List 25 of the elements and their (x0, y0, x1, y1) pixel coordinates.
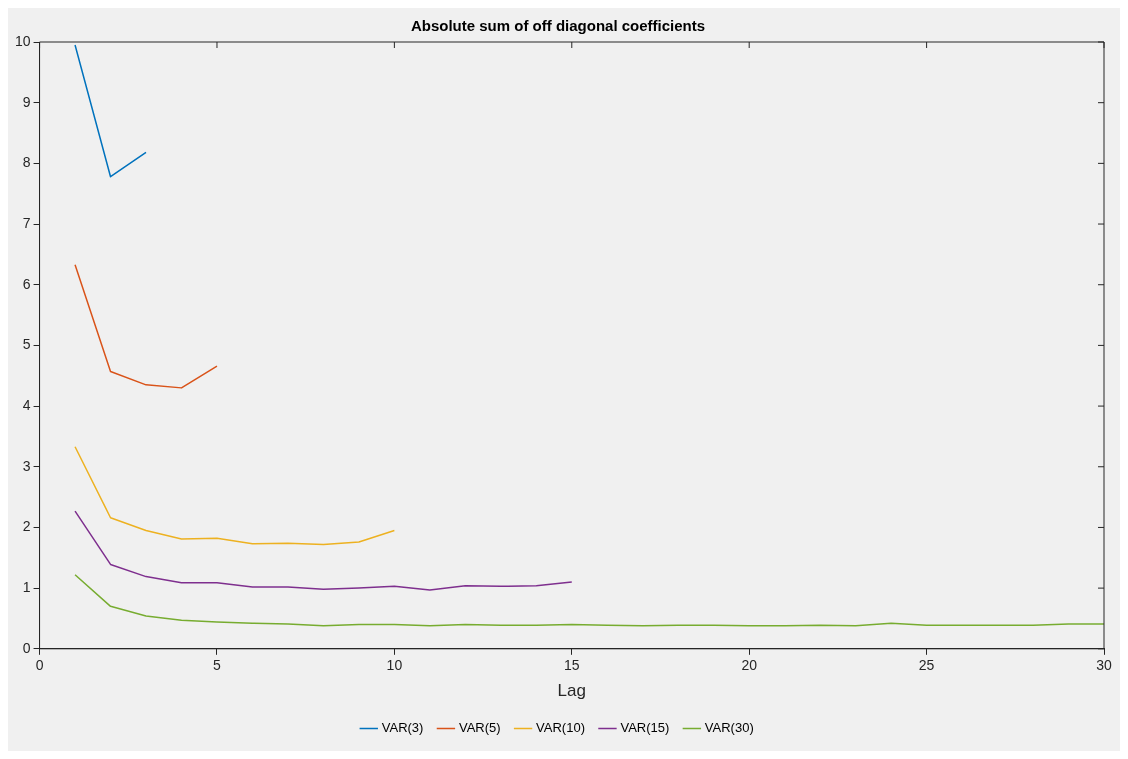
x-tick-label: 20 (741, 657, 758, 674)
chart-title: Absolute sum of off diagonal coefficients (410, 17, 706, 35)
legend-label: VAR(10) (536, 720, 585, 736)
y-tick-label: 9 (22, 93, 31, 110)
y-tick-label: 1 (22, 578, 31, 595)
x-tick-label: 5 (213, 657, 222, 674)
y-tick-label: 5 (22, 336, 31, 353)
y-tick-label: 0 (22, 639, 31, 656)
legend-label: VAR(3) (381, 720, 424, 736)
legend-label: VAR(30) (704, 720, 754, 736)
y-tick-label: 7 (22, 214, 31, 231)
x-axis-title: Lag (557, 681, 586, 701)
y-tick-label: 6 (22, 275, 31, 292)
x-tick-label: 25 (918, 657, 935, 674)
x-tick-label: 10 (386, 657, 403, 674)
y-tick-label: 8 (22, 154, 31, 171)
x-tick-label: 15 (564, 657, 580, 674)
y-tick-label: 10 (14, 32, 31, 49)
legend-label: VAR(15) (620, 720, 670, 736)
y-tick-label: 2 (22, 518, 31, 535)
x-tick-label: 30 (1096, 657, 1112, 674)
y-tick-label: 3 (22, 457, 31, 474)
legend-label: VAR(5) (458, 720, 501, 736)
x-tick-label: 0 (35, 657, 44, 674)
y-tick-label: 4 (22, 396, 31, 413)
